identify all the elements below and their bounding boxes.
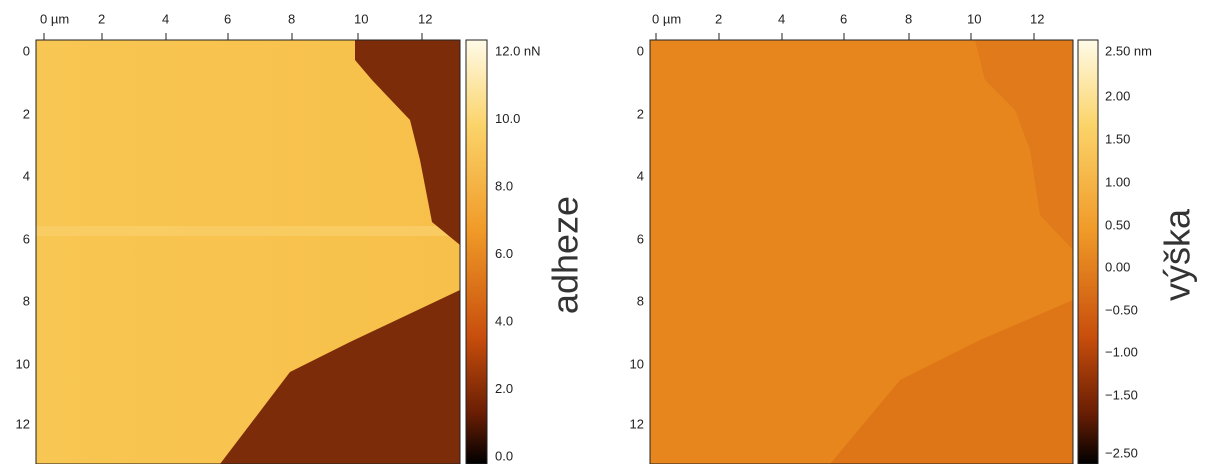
y-tick-label: 4 bbox=[637, 168, 644, 183]
colorbar-tick-label: 1.50 bbox=[1105, 131, 1130, 146]
x-tick-label: 2 bbox=[98, 11, 105, 26]
y-tick-label: 10 bbox=[630, 356, 644, 371]
colorbar-tick-label: −0.50 bbox=[1105, 302, 1138, 317]
colorbar-tick-label: 2.50 nm bbox=[1105, 43, 1152, 58]
x-tick-label: 8 bbox=[905, 11, 912, 26]
y-tick-label: 10 bbox=[16, 356, 30, 371]
x-tick-label: 6 bbox=[840, 11, 847, 26]
y-tick-label: 8 bbox=[23, 293, 30, 308]
x-tick-label: 0 µm bbox=[652, 11, 681, 26]
colorbar bbox=[466, 40, 487, 464]
y-tick-label: 0 bbox=[637, 43, 644, 58]
x-tick-label: 0 µm bbox=[40, 11, 69, 26]
x-tick-label: 12 bbox=[1030, 11, 1044, 26]
x-tick-label: 10 bbox=[967, 11, 981, 26]
colorbar-tick-label: 0.50 bbox=[1105, 217, 1130, 232]
x-tick-label: 4 bbox=[162, 11, 169, 26]
colorbar-label: adheze bbox=[545, 196, 586, 314]
colorbar-tick-label: 0.0 bbox=[495, 448, 513, 463]
colorbar-tick-label: 2.00 bbox=[1105, 88, 1130, 103]
y-tick-label: 6 bbox=[637, 231, 644, 246]
x-tick-label: 8 bbox=[288, 11, 295, 26]
figure: 0 µm 2 4 6 8 10 12 0 2 4 6 8 10 12 12.0 nN 10.0 8.0 6.0 4.… bbox=[0, 0, 1207, 464]
y-tick-label: 2 bbox=[23, 106, 30, 121]
y-tick-label: 2 bbox=[637, 106, 644, 121]
y-tick-label: 12 bbox=[630, 416, 644, 431]
colorbar-tick-label: 1.00 bbox=[1105, 174, 1130, 189]
colorbar-tick-label: 2.0 bbox=[495, 381, 513, 396]
x-tick-label: 4 bbox=[778, 11, 785, 26]
y-tick-label: 12 bbox=[16, 416, 30, 431]
colorbar-tick-label: −1.50 bbox=[1105, 387, 1138, 402]
y-tick-label: 0 bbox=[23, 43, 30, 58]
x-tick-label: 2 bbox=[715, 11, 722, 26]
adhesion-image bbox=[36, 40, 460, 464]
colorbar-tick-label: 0.00 bbox=[1105, 259, 1130, 274]
y-tick-label: 6 bbox=[23, 231, 30, 246]
height-image bbox=[650, 40, 1073, 464]
y-tick-label: 8 bbox=[637, 293, 644, 308]
x-tick-label: 12 bbox=[418, 11, 432, 26]
colorbar bbox=[1078, 40, 1098, 464]
x-tick-label: 6 bbox=[224, 11, 231, 26]
colorbar-tick-label: 12.0 nN bbox=[495, 43, 541, 58]
colorbar-tick-label: 6.0 bbox=[495, 246, 513, 261]
colorbar-tick-label: −1.00 bbox=[1105, 344, 1138, 359]
colorbar-tick-label: 10.0 bbox=[495, 111, 520, 126]
colorbar-label: výška bbox=[1157, 208, 1198, 301]
x-tick-label: 10 bbox=[354, 11, 368, 26]
colorbar-tick-label: 4.0 bbox=[495, 313, 513, 328]
colorbar-tick-label: 8.0 bbox=[495, 178, 513, 193]
colorbar-tick-label: −2.50 bbox=[1105, 445, 1138, 460]
y-tick-label: 4 bbox=[23, 168, 30, 183]
